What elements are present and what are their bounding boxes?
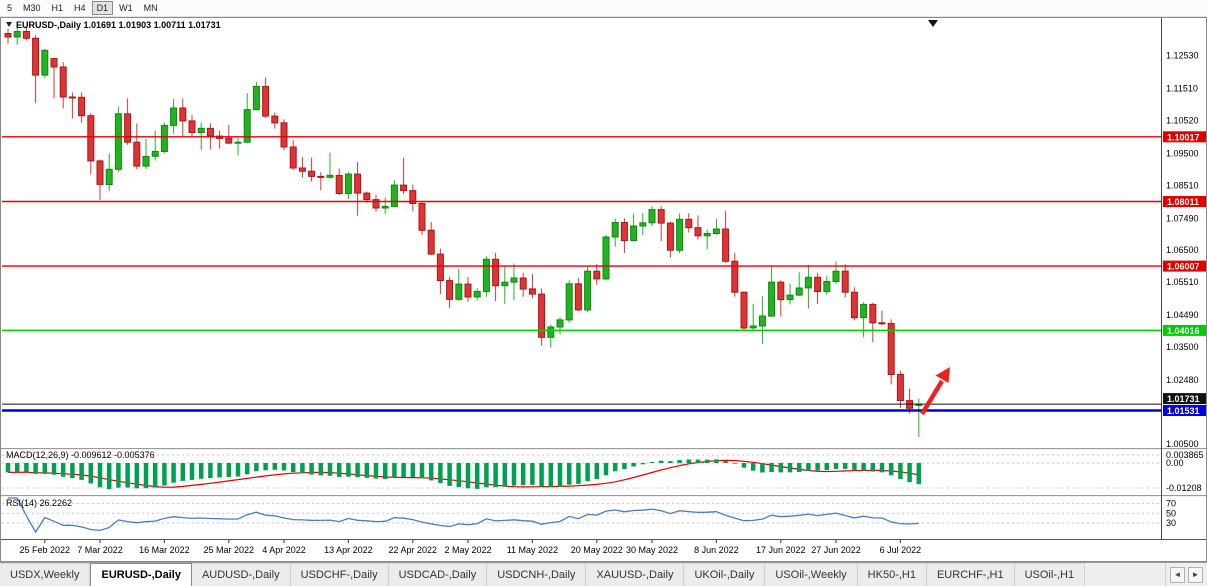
svg-text:30: 30 <box>1166 518 1176 528</box>
svg-text:RSI(14) 26.2262: RSI(14) 26.2262 <box>6 498 72 508</box>
svg-text:1.10017: 1.10017 <box>1167 132 1200 142</box>
svg-text:17 Jun 2022: 17 Jun 2022 <box>756 545 806 555</box>
macd-signal-line <box>7 459 919 488</box>
svg-text:0.003865: 0.003865 <box>1166 450 1204 460</box>
svg-text:2 May 2022: 2 May 2022 <box>444 545 491 555</box>
timeframe-button-h1[interactable]: H1 <box>47 1 69 15</box>
timeframe-button-5[interactable]: 5 <box>2 1 17 15</box>
tab-usdchf-daily[interactable]: USDCHF-,Daily <box>290 563 389 586</box>
svg-text:1.01531: 1.01531 <box>1167 406 1200 416</box>
timeframe-toolbar: 5 M30 H1 H4 D1 W1 MN <box>0 0 1207 17</box>
svg-text:11 May 2022: 11 May 2022 <box>507 545 558 555</box>
chart-tabs-bar: USDX,Weekly EURUSD-,Daily AUDUSD-,Daily USD… <box>0 562 1207 586</box>
svg-text:MACD(12,26,9) -0.009612 -0.005: MACD(12,26,9) -0.009612 -0.005376 <box>6 450 155 460</box>
chart-tabs: USDX,Weekly EURUSD-,Daily AUDUSD-,Daily USD… <box>0 563 1086 586</box>
svg-text:27 Jun 2022: 27 Jun 2022 <box>811 545 861 555</box>
timeframe-button-w1[interactable]: W1 <box>114 1 138 15</box>
svg-text:22 Apr 2022: 22 Apr 2022 <box>389 545 438 555</box>
tab-eurusd-daily[interactable]: EURUSD-,Daily <box>90 563 192 586</box>
svg-text:1.10520: 1.10520 <box>1166 116 1199 126</box>
svg-text:1.03500: 1.03500 <box>1166 342 1199 352</box>
tab-scroll-controls: ◄ ► <box>1165 563 1207 586</box>
timeframe-button-m30[interactable]: M30 <box>18 1 46 15</box>
svg-text:25 Mar 2022: 25 Mar 2022 <box>204 545 255 555</box>
price-axis: 1.12530 1.11510 1.10520 1.09500 1.08510 1.074… <box>1163 51 1206 449</box>
svg-text:1.00500: 1.00500 <box>1166 439 1199 449</box>
tab-eurchf-h1[interactable]: EURCHF-,H1 <box>926 563 1015 586</box>
trend-arrow-annotation[interactable] <box>920 367 950 416</box>
svg-text:1.06500: 1.06500 <box>1166 245 1199 255</box>
svg-text:16 Mar 2022: 16 Mar 2022 <box>139 545 190 555</box>
tab-usdcad-daily[interactable]: USDCAD-,Daily <box>388 563 488 586</box>
svg-text:50: 50 <box>1166 508 1176 518</box>
candlestick-series <box>4 25 923 437</box>
symbol-dropdown-icon[interactable] <box>6 22 12 27</box>
svg-text:0.00: 0.00 <box>1166 458 1184 468</box>
rsi-line <box>8 497 919 534</box>
svg-text:1.08510: 1.08510 <box>1166 180 1199 190</box>
svg-text:30 May 2022: 30 May 2022 <box>626 545 678 555</box>
tab-usdcnh-daily[interactable]: USDCNH-,Daily <box>487 563 587 586</box>
svg-text:1.06007: 1.06007 <box>1167 262 1200 272</box>
svg-text:13 Apr 2022: 13 Apr 2022 <box>324 545 373 555</box>
time-axis: 25 Feb 2022 7 Mar 2022 16 Mar 2022 25 Mar 2… <box>20 539 922 555</box>
timeframe-button-mn[interactable]: MN <box>139 1 163 15</box>
svg-text:1.07490: 1.07490 <box>1166 213 1199 223</box>
macd-histogram <box>5 459 922 490</box>
tab-usoil-h1[interactable]: USOil-,H1 <box>1014 563 1086 586</box>
tabs-scroll-right-button[interactable]: ► <box>1188 566 1203 583</box>
svg-text:1.01731: 1.01731 <box>1167 394 1200 404</box>
svg-text:1.09500: 1.09500 <box>1166 149 1199 159</box>
tab-usdx-weekly[interactable]: USDX,Weekly <box>0 563 91 586</box>
timeframe-button-d1[interactable]: D1 <box>91 1 114 15</box>
chart-window: 1.12530 1.11510 1.10520 1.09500 1.08510 1.074… <box>0 17 1207 562</box>
chart-area[interactable]: 1.12530 1.11510 1.10520 1.09500 1.08510 1.074… <box>0 17 1207 562</box>
svg-text:EURUSD-,Daily 1.01691 1.01903: EURUSD-,Daily 1.01691 1.01903 1.00711 1.… <box>16 20 221 30</box>
tabs-scroll-left-button[interactable]: ◄ <box>1170 566 1185 583</box>
svg-text:1.08011: 1.08011 <box>1167 197 1199 207</box>
svg-text:20 May 2022: 20 May 2022 <box>571 545 623 555</box>
chart-title: EURUSD-,Daily 1.01691 1.01903 1.00711 1.… <box>6 20 221 30</box>
tab-ukoil-daily[interactable]: UKOil-,Daily <box>684 563 766 586</box>
svg-text:4 Apr 2022: 4 Apr 2022 <box>262 545 306 555</box>
svg-text:8 Jun 2022: 8 Jun 2022 <box>694 545 739 555</box>
svg-text:70: 70 <box>1166 499 1176 509</box>
svg-text:1.04016: 1.04016 <box>1167 326 1200 336</box>
svg-text:1.02480: 1.02480 <box>1166 375 1199 385</box>
svg-text:7 Mar 2022: 7 Mar 2022 <box>77 545 123 555</box>
svg-text:-0.01208: -0.01208 <box>1166 483 1202 493</box>
svg-text:1.05510: 1.05510 <box>1166 277 1199 287</box>
svg-text:25 Feb 2022: 25 Feb 2022 <box>20 545 71 555</box>
chart-shift-marker[interactable] <box>928 20 938 27</box>
svg-text:1.12530: 1.12530 <box>1166 51 1199 61</box>
tab-xauusd-daily[interactable]: XAUUSD-,Daily <box>586 563 685 586</box>
tab-usoil-weekly[interactable]: USOil-,Weekly <box>765 563 858 586</box>
tab-hk50-h1[interactable]: HK50-,H1 <box>857 563 927 586</box>
svg-text:6 Jul 2022: 6 Jul 2022 <box>880 545 922 555</box>
svg-text:1.11510: 1.11510 <box>1166 84 1198 94</box>
timeframe-button-h4[interactable]: H4 <box>69 1 91 15</box>
tab-audusd-daily[interactable]: AUDUSD-,Daily <box>191 563 291 586</box>
svg-text:1.04490: 1.04490 <box>1166 310 1199 320</box>
